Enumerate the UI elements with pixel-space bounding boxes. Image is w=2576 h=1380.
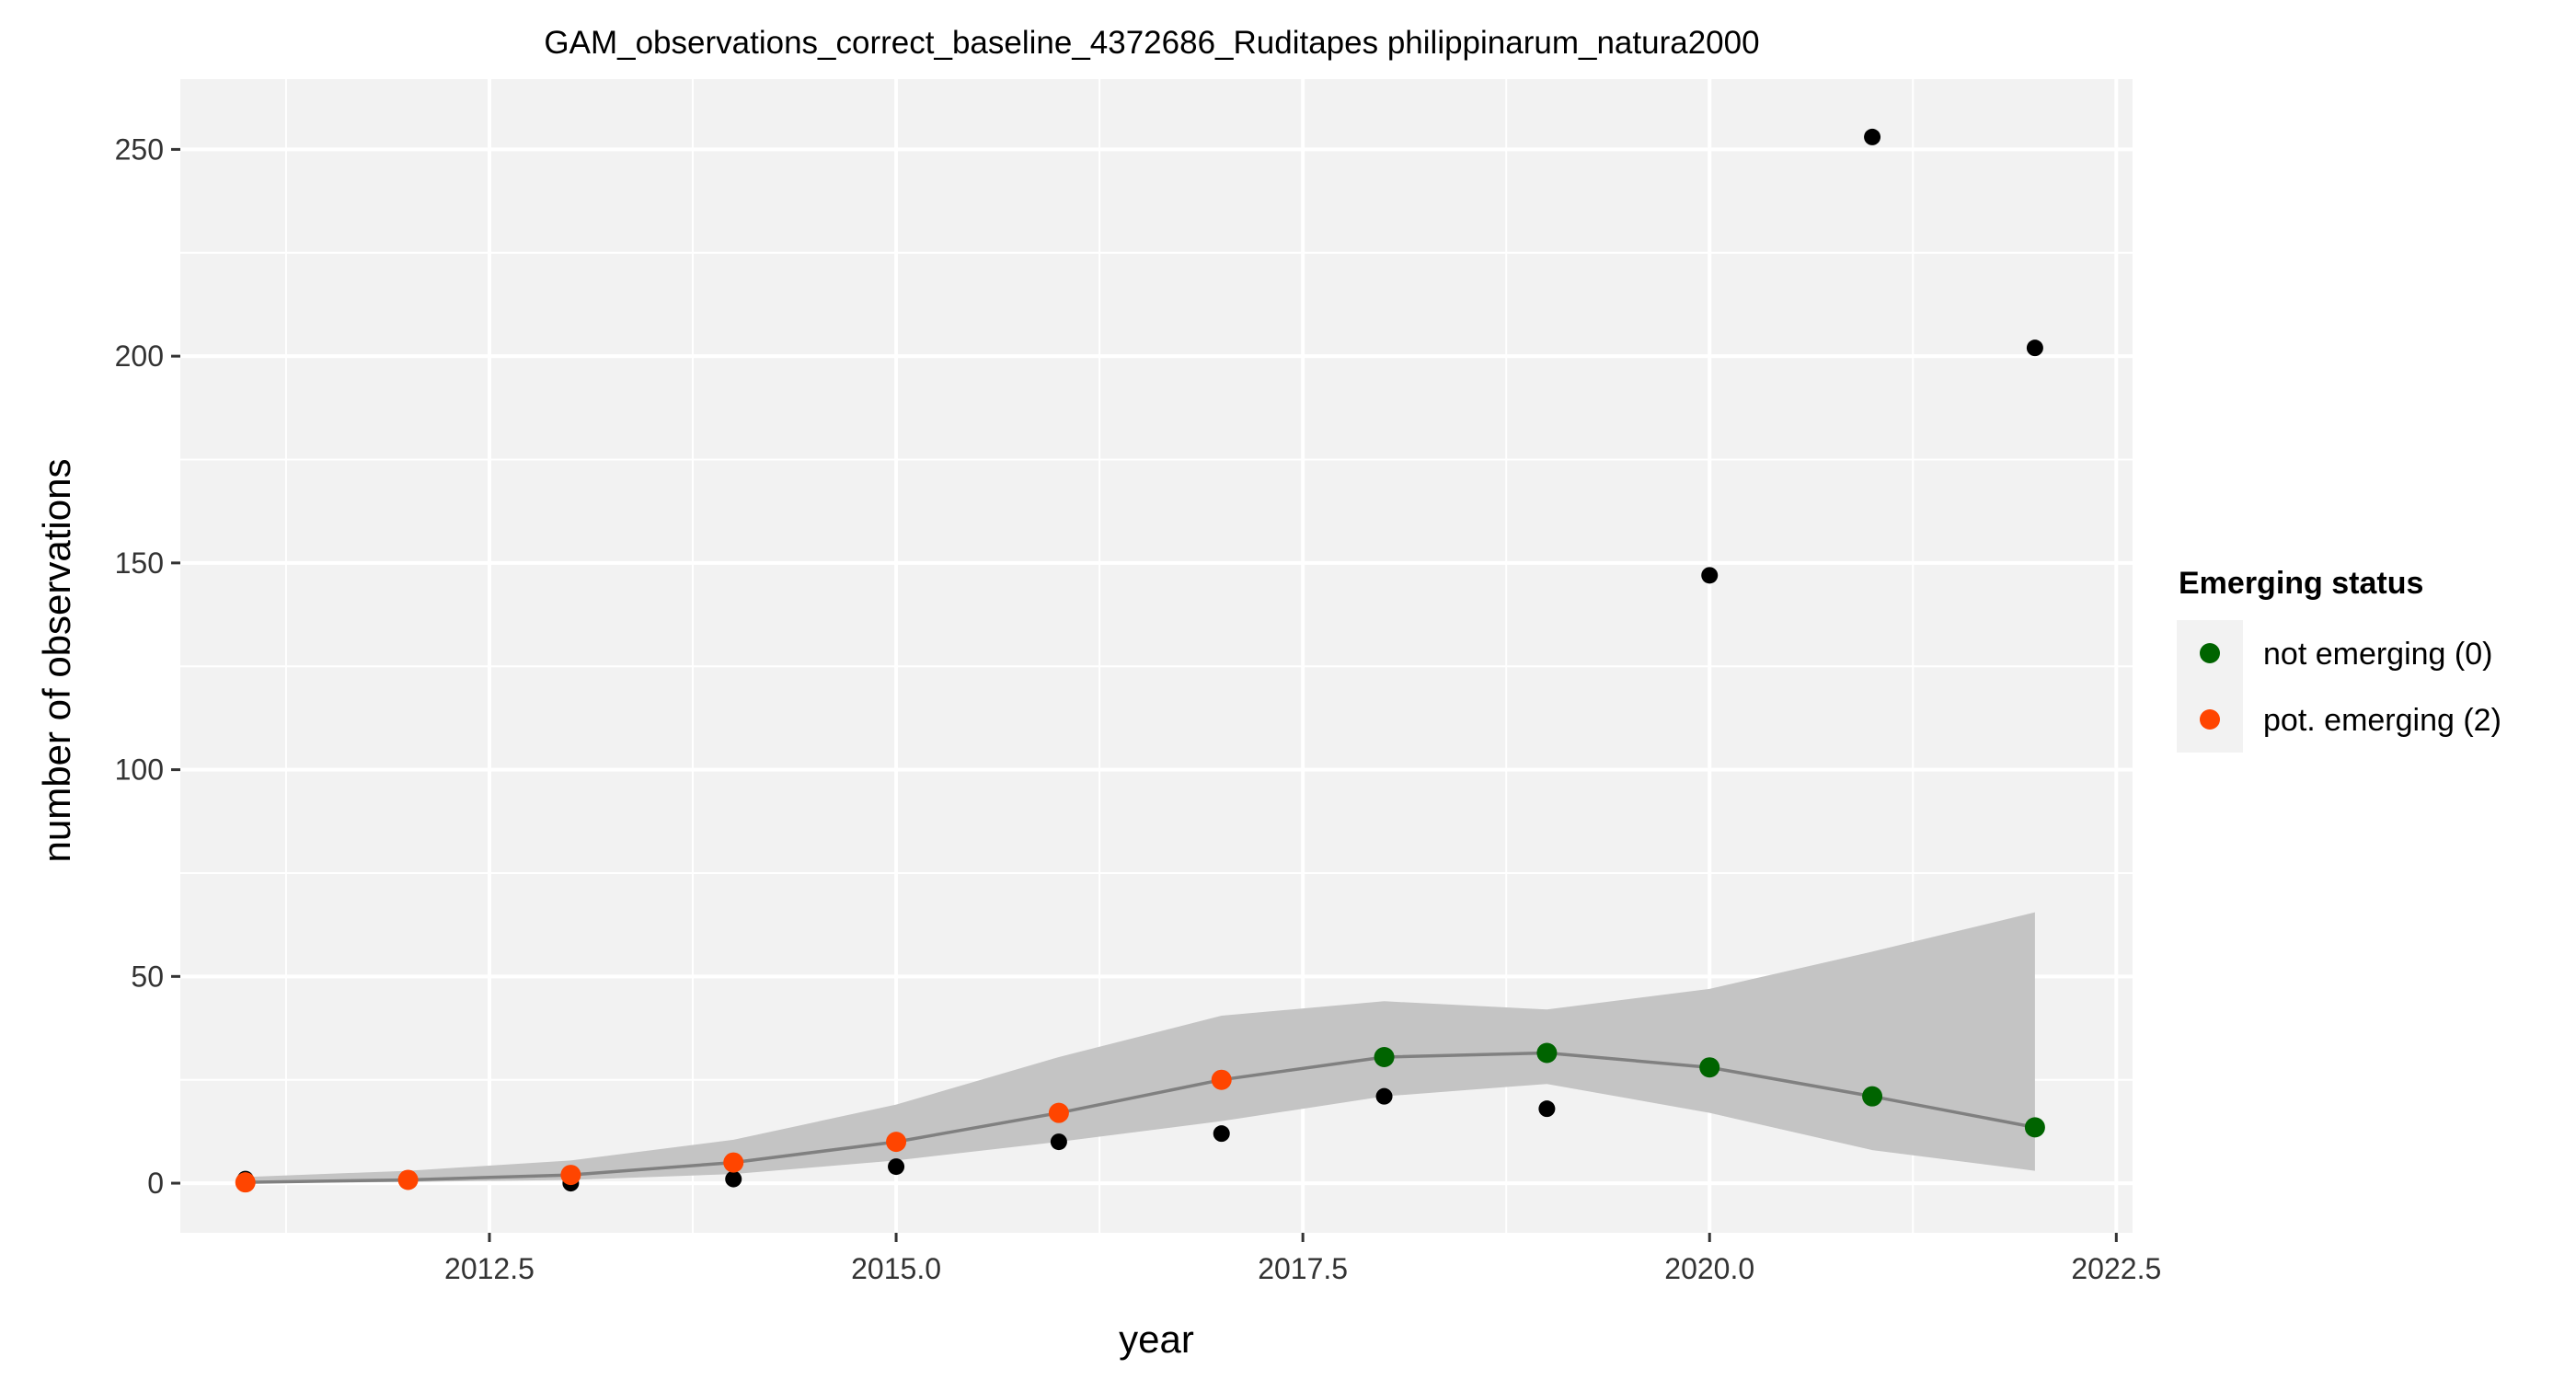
observed-point bbox=[1213, 1125, 1230, 1143]
observed-point bbox=[1864, 128, 1881, 145]
fitted-point-pot bbox=[886, 1132, 907, 1153]
legend-label-pot: pot. emerging (2) bbox=[2263, 703, 2501, 738]
fitted-point-not bbox=[2024, 1117, 2045, 1138]
x-tick-label: 2020.0 bbox=[1664, 1252, 1754, 1285]
y-tick-label: 250 bbox=[115, 132, 164, 166]
fit-line-layer bbox=[245, 1051, 2036, 1184]
y-axis-title: number of observations bbox=[35, 459, 78, 863]
y-tick-label: 0 bbox=[147, 1167, 164, 1200]
observed-point bbox=[2026, 339, 2043, 357]
y-tick-label: 200 bbox=[115, 339, 164, 373]
fitted-point-pot bbox=[560, 1165, 581, 1186]
legend: Emerging status not emerging (0) pot. eme… bbox=[2177, 566, 2501, 753]
x-tick-label: 2012.5 bbox=[444, 1252, 535, 1285]
observed-point bbox=[1375, 1087, 1393, 1105]
grid-lines bbox=[180, 79, 2133, 1233]
fitted-point-pot bbox=[397, 1169, 419, 1190]
observed-point bbox=[1050, 1133, 1067, 1151]
fitted-point-pot bbox=[235, 1172, 256, 1193]
y-tick-label: 150 bbox=[115, 546, 164, 580]
fit-line bbox=[245, 1051, 2036, 1184]
legend-title: Emerging status bbox=[2179, 566, 2423, 601]
y-tick-label: 50 bbox=[131, 960, 164, 993]
fitted-point-not bbox=[1374, 1046, 1395, 1067]
fitted-point-pot bbox=[1211, 1069, 1232, 1090]
legend-key-not bbox=[2200, 643, 2220, 663]
axes: 2012.5 2015.0 2017.5 2020.0 2022.5 0 50 100 150 2… bbox=[115, 132, 2162, 1285]
fitted-point-not bbox=[1699, 1057, 1720, 1078]
fitted-point-pot bbox=[1048, 1102, 1069, 1123]
observed-point bbox=[1701, 567, 1719, 584]
y-tick-label: 100 bbox=[115, 753, 164, 787]
observed-point bbox=[1538, 1100, 1556, 1118]
legend-key-pot bbox=[2200, 709, 2220, 730]
x-tick-label: 2015.0 bbox=[851, 1252, 941, 1285]
chart-title: GAM_observations_correct_baseline_437268… bbox=[544, 25, 1759, 61]
x-axis-title: year bbox=[1119, 1317, 1194, 1361]
confidence-band bbox=[245, 912, 2035, 1184]
legend-entries: not emerging (0) pot. emerging (2) bbox=[2200, 637, 2501, 738]
legend-key-background bbox=[2177, 620, 2243, 753]
observed-point bbox=[888, 1158, 905, 1176]
status-points-layer bbox=[235, 1042, 2045, 1193]
legend-label-not: not emerging (0) bbox=[2263, 637, 2492, 672]
x-tick-label: 2022.5 bbox=[2071, 1252, 2161, 1285]
observed-point bbox=[725, 1170, 742, 1188]
confidence-band-layer bbox=[245, 912, 2035, 1184]
fitted-point-not bbox=[1862, 1086, 1883, 1107]
x-tick-label: 2017.5 bbox=[1258, 1252, 1348, 1285]
fitted-point-pot bbox=[723, 1152, 744, 1173]
fitted-point-not bbox=[1536, 1042, 1558, 1064]
